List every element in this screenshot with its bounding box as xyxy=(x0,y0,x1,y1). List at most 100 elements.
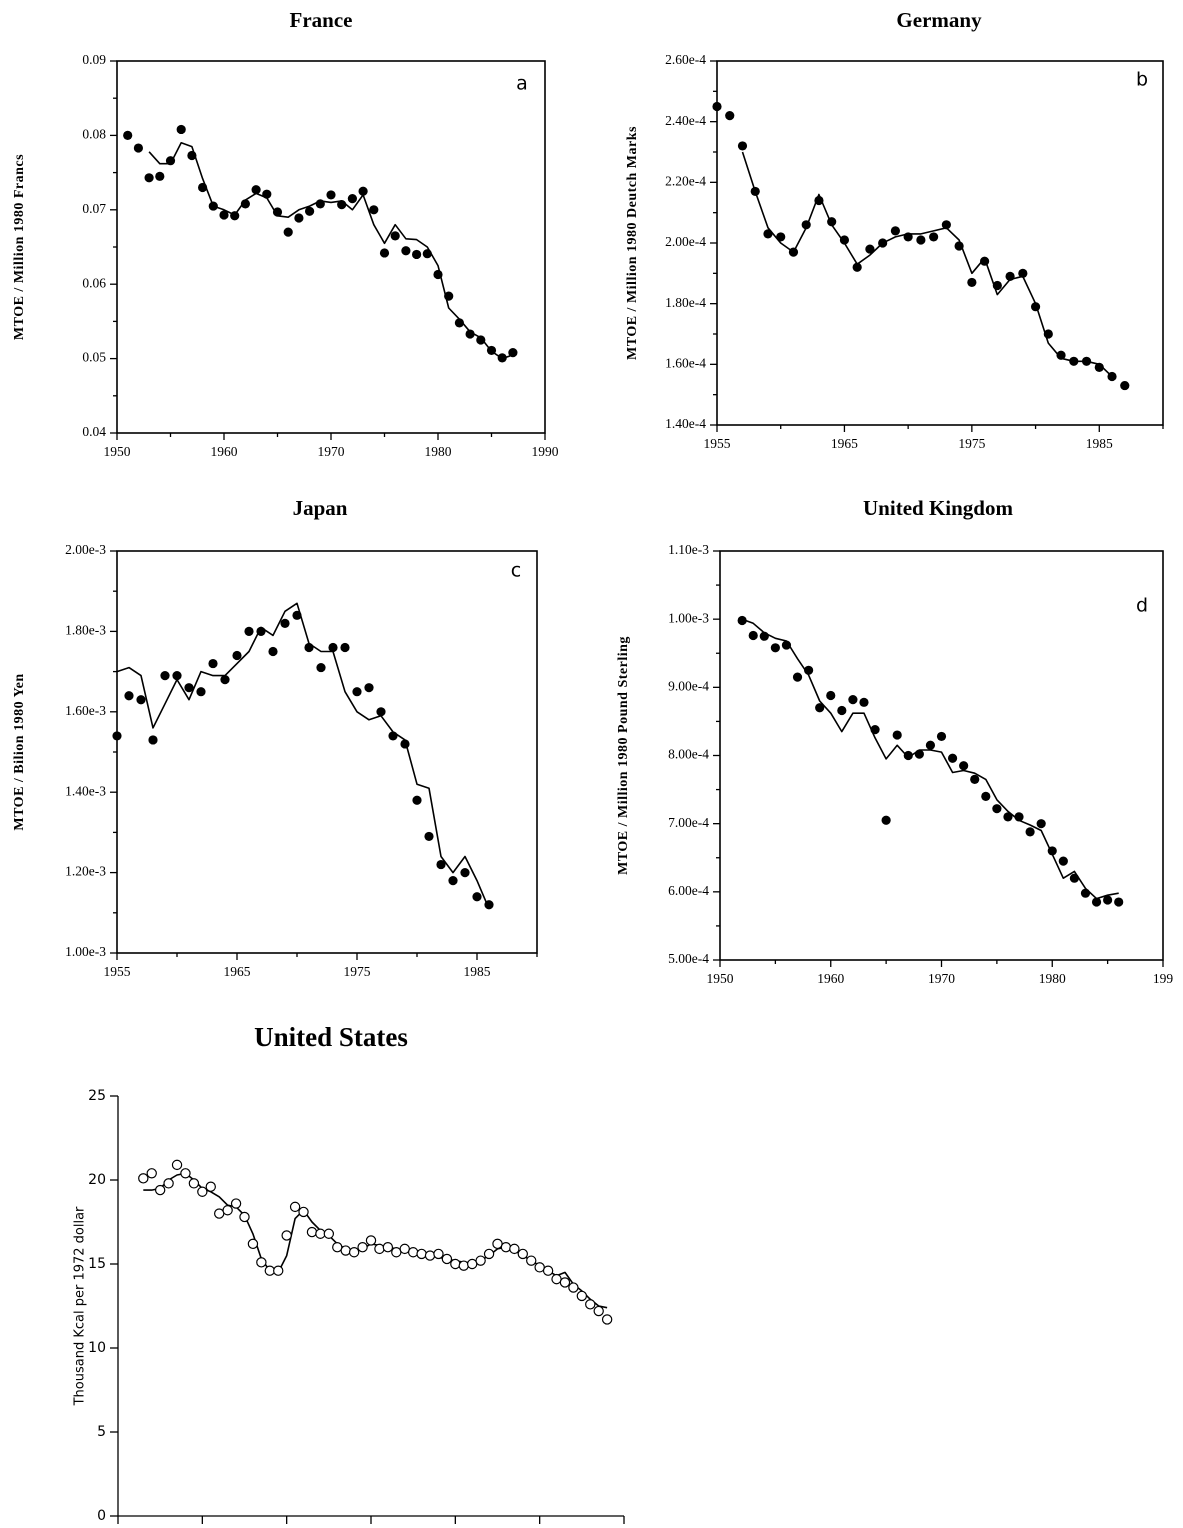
data-point xyxy=(903,750,913,761)
y-tick-label: 0.09 xyxy=(82,52,106,67)
data-point xyxy=(929,232,939,242)
data-point xyxy=(826,690,836,701)
data-point xyxy=(1036,819,1046,829)
data-point xyxy=(146,1168,157,1179)
y-tick-label: 0.08 xyxy=(82,126,106,141)
data-point xyxy=(196,687,206,697)
x-tick-label: 1950 xyxy=(104,444,131,459)
y-tick-label: 0.06 xyxy=(82,275,106,290)
data-point xyxy=(848,695,858,705)
y-tick-label: 2.40e-4 xyxy=(665,113,706,128)
y-tick-label: 2.00e-4 xyxy=(665,234,706,249)
data-point xyxy=(283,227,293,237)
y-tick-label: 1.60e-4 xyxy=(665,355,706,370)
data-point xyxy=(369,205,379,215)
data-point xyxy=(839,235,850,245)
data-point xyxy=(382,1241,394,1253)
x-tick-label: 1975 xyxy=(958,436,985,451)
x-tick-label: 1985 xyxy=(1086,436,1113,451)
data-point xyxy=(256,626,266,637)
data-point xyxy=(326,190,336,200)
data-point xyxy=(517,1248,529,1260)
data-point xyxy=(272,207,283,217)
fitted-line xyxy=(741,151,1113,378)
data-point xyxy=(281,1230,292,1241)
data-point xyxy=(262,189,272,199)
y-tick-label: 7.00e-4 xyxy=(668,815,709,830)
data-point xyxy=(712,101,722,112)
y-tick-label: 1.40e-3 xyxy=(65,783,106,798)
y-tick-label: 20 xyxy=(88,1172,106,1188)
x-tick-label: 1955 xyxy=(104,964,131,979)
data-point xyxy=(171,1159,183,1171)
y-axis-label: MTOE / Bilion 1980 Yen xyxy=(12,673,27,830)
data-point xyxy=(315,1228,326,1239)
data-point xyxy=(460,868,470,878)
data-point xyxy=(376,707,386,717)
data-point xyxy=(500,1241,512,1253)
data-point xyxy=(399,1243,410,1255)
y-tick-label: 2.00e-3 xyxy=(65,542,106,557)
data-point xyxy=(970,774,980,784)
data-point xyxy=(737,141,748,151)
data-point xyxy=(1069,356,1079,366)
y-tick-label: 5.00e-4 xyxy=(668,951,709,966)
data-point xyxy=(1094,362,1104,372)
data-point xyxy=(441,1253,453,1265)
y-tick-label: 6.00e-4 xyxy=(668,883,709,898)
data-point xyxy=(925,740,936,750)
data-point xyxy=(465,329,475,339)
data-point xyxy=(852,262,862,272)
data-point xyxy=(526,1255,537,1266)
data-point xyxy=(230,211,240,221)
y-tick-label: 1.40e-4 xyxy=(665,416,706,431)
data-point xyxy=(292,610,302,620)
x-tick-label: 1960 xyxy=(211,444,238,459)
data-point xyxy=(352,687,362,697)
data-point xyxy=(1058,856,1068,866)
data-point xyxy=(859,697,869,707)
data-point xyxy=(509,1243,520,1255)
data-point xyxy=(264,1265,275,1276)
x-tick-label: 1970 xyxy=(928,971,955,986)
chart-title: Japan xyxy=(293,496,348,520)
data-point xyxy=(358,186,368,196)
data-point xyxy=(890,226,901,236)
data-point xyxy=(388,731,398,741)
data-point xyxy=(197,1186,208,1197)
data-point xyxy=(328,642,338,653)
data-point xyxy=(1091,897,1102,907)
data-point xyxy=(412,249,422,260)
data-point xyxy=(792,672,803,682)
data-point xyxy=(776,232,786,242)
data-point xyxy=(1047,846,1057,856)
data-point xyxy=(205,1181,216,1192)
data-point xyxy=(337,199,347,210)
data-point xyxy=(374,1243,385,1255)
data-point xyxy=(892,730,902,740)
y-tick-label: 15 xyxy=(88,1256,106,1272)
x-tick-label: 1960 xyxy=(817,971,844,986)
y-tick-label: 5 xyxy=(97,1424,106,1440)
data-point xyxy=(959,761,969,771)
y-tick-label: 1.20e-3 xyxy=(65,864,106,879)
fitted-line xyxy=(741,618,1119,900)
data-point xyxy=(1014,812,1024,822)
data-point xyxy=(454,318,464,328)
data-point xyxy=(416,1248,427,1260)
data-point xyxy=(737,615,747,626)
data-point xyxy=(379,248,390,258)
chart-title: Germany xyxy=(896,8,982,32)
data-point xyxy=(1018,268,1028,278)
chart-france: France 1950 1960 1970 1980 1990 0.04 0.05 0.06 0.… xyxy=(12,8,559,459)
data-point xyxy=(187,150,197,161)
x-tick-label: 1950 xyxy=(707,971,734,986)
data-point xyxy=(294,213,304,223)
data-point xyxy=(112,731,122,741)
data-point xyxy=(1080,888,1091,898)
data-point xyxy=(1081,356,1092,366)
data-point xyxy=(1056,350,1066,360)
panel-letter: b xyxy=(1136,69,1148,91)
y-tick-label: 9.00e-4 xyxy=(668,678,709,693)
